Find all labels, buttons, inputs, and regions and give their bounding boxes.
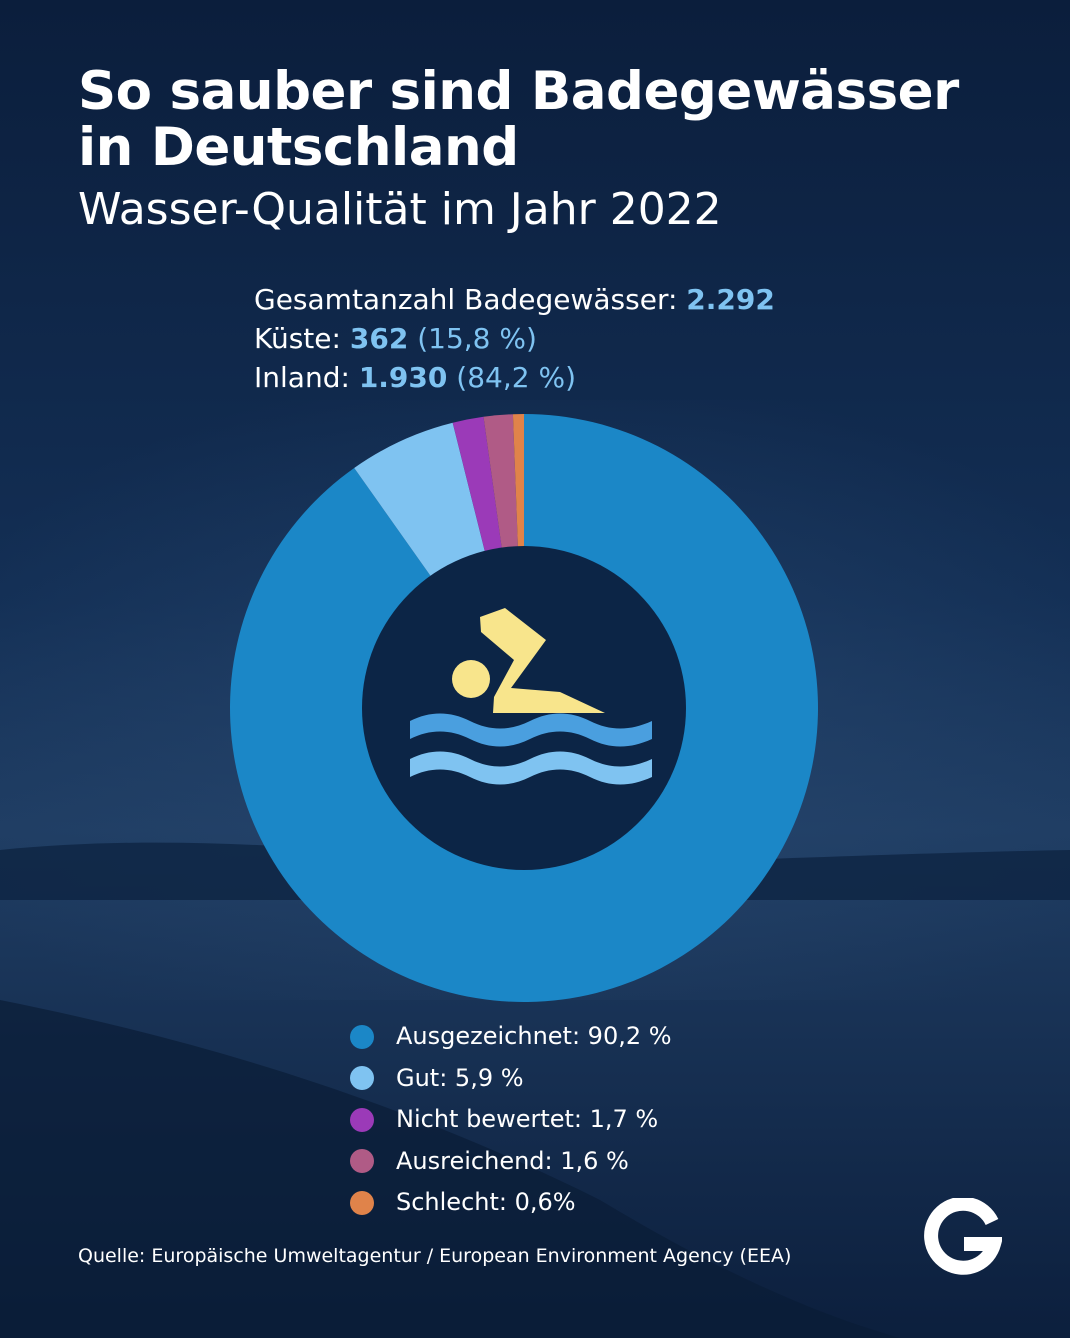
legend-item: Gut: 5,9 % [350, 1058, 672, 1100]
title-line-2: in Deutschland [78, 117, 519, 178]
summary-stats: Gesamtanzahl Badegewässer: 2.292 Küste: … [254, 280, 775, 397]
legend-item: Ausreichend: 1,6 % [350, 1141, 672, 1183]
g-logo-icon [924, 1198, 1002, 1275]
stat-coast-value: 362 [349, 322, 409, 355]
legend-dot-1 [350, 1066, 374, 1091]
source-note: Quelle: Europäische Umweltagentur / Euro… [78, 1245, 792, 1267]
legend-label: Nicht bewertet: 1,7 % [396, 1105, 659, 1133]
legend-item: Schlecht: 0,6% [350, 1182, 672, 1224]
title-line-1: So sauber sind Badegewässer [78, 61, 959, 122]
stat-inland-label: Inland: [254, 361, 350, 394]
stat-total-value: 2.292 [686, 283, 775, 316]
stat-total: Gesamtanzahl Badegewässer: 2.292 [254, 280, 775, 319]
legend-dot-2 [350, 1107, 374, 1132]
swimmer-icon [410, 608, 652, 785]
legend-dot-4 [350, 1190, 374, 1215]
stat-inland-percent: (84,2 %) [456, 361, 576, 394]
stat-inland: Inland: 1.930 (84,2 %) [254, 358, 775, 397]
stat-coast-percent: (15,8 %) [417, 322, 537, 355]
page-subtitle: Wasser-Qualität im Jahr 2022 [78, 184, 722, 235]
legend-item: Nicht bewertet: 1,7 % [350, 1099, 672, 1141]
legend-label: Ausreichend: 1,6 % [396, 1146, 629, 1175]
stat-coast: Küste: 362 (15,8 %) [254, 319, 775, 358]
page-title: So sauber sind Badegewässer in Deutschla… [78, 64, 959, 176]
stat-total-label: Gesamtanzahl Badegewässer: [254, 283, 678, 316]
legend-label: Gut: 5,9 % [396, 1063, 524, 1092]
stat-inland-value: 1.930 [358, 361, 448, 394]
legend-dot-0 [350, 1024, 374, 1049]
legend-label: Schlecht: 0,6% [396, 1188, 576, 1216]
legend-label: Ausgezeichnet: 90,2 % [396, 1022, 672, 1050]
stat-coast-label: Küste: [254, 322, 341, 355]
legend-dot-3 [350, 1149, 374, 1174]
chart-legend: Ausgezeichnet: 90,2 % Gut: 5,9 % Nicht b… [350, 1016, 672, 1224]
legend-item: Ausgezeichnet: 90,2 % [350, 1016, 672, 1058]
